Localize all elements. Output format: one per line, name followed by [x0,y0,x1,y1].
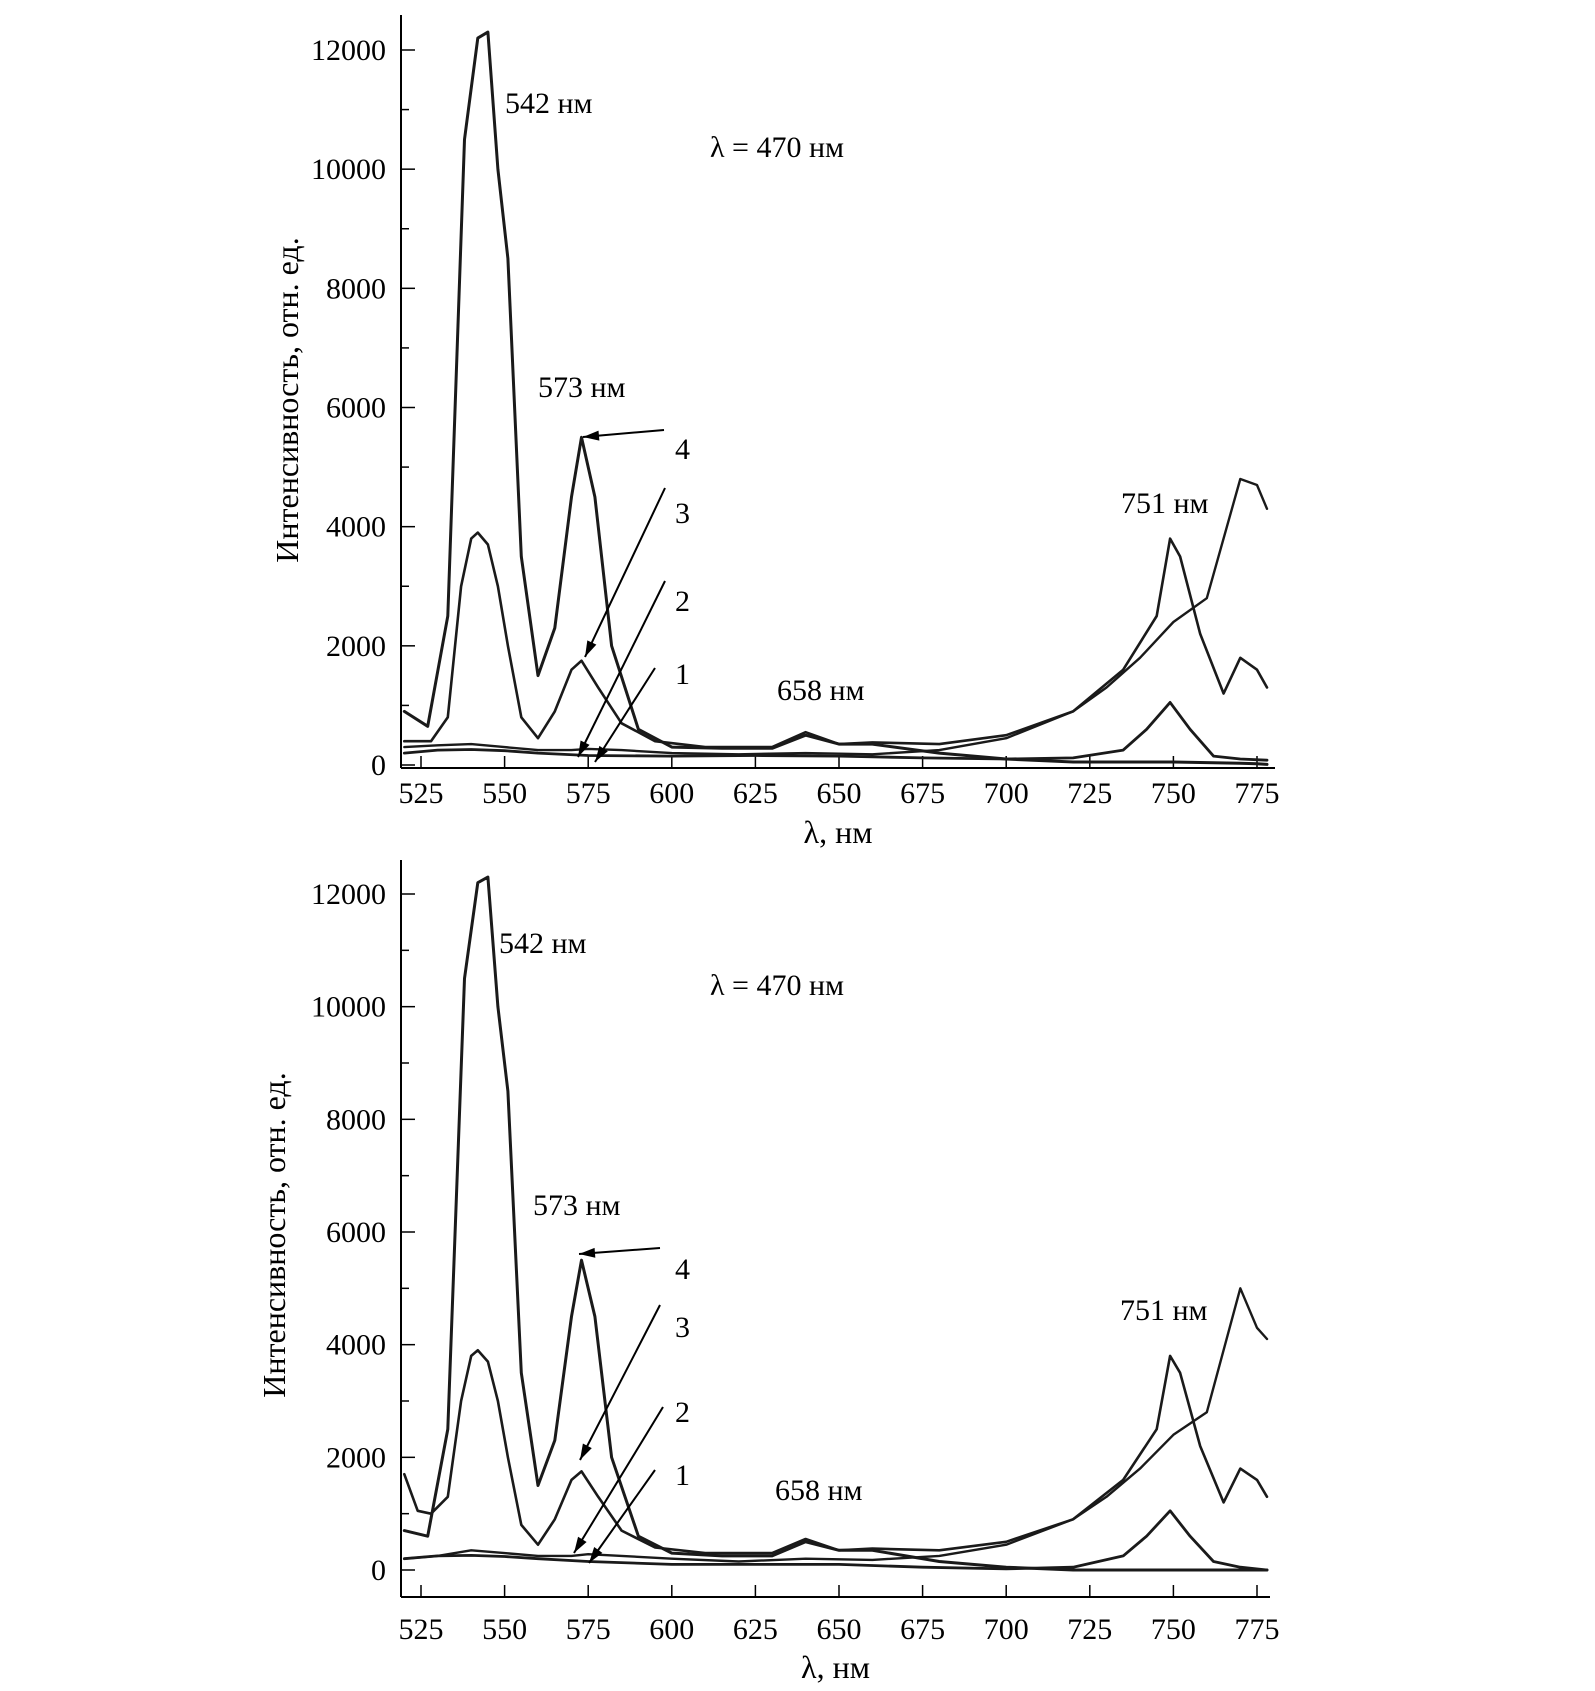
x-tick-label: 725 [1067,777,1112,810]
chart-panel-top: 0 2000 4000 6000 8000 10000 12000 525 550 575 600 6… [269,15,1280,850]
curve-pointer-line [577,580,666,758]
arrowhead-icon [574,1536,587,1553]
x-axis-title: λ, нм [801,1649,870,1685]
x-tick-label: 575 [566,1613,611,1646]
series-1-line [402,701,1269,762]
y-tick-label: 2000 [326,1441,386,1474]
annotation-label: λ = 470 нм [710,969,844,1002]
x-axis-title: λ, нм [804,814,873,850]
curve-pointer-line [573,1406,664,1554]
curve-number-label: 4 [675,1253,690,1286]
arrowhead-icon [578,740,590,757]
annotation-label: λ = 470 нм [710,131,844,164]
annotation-label: 751 нм [1120,1294,1208,1327]
annotation-label: 573 нм [533,1189,621,1222]
curve-number-label: 2 [675,1396,690,1429]
x-tick-label: 700 [984,777,1029,810]
arrowhead-icon [595,745,608,762]
x-tick-label: 575 [566,777,611,810]
curve-pointer-line [588,1469,656,1564]
x-tick-label: 525 [399,1613,444,1646]
x-tick-label: 550 [482,777,527,810]
x-tick-label: 625 [733,777,778,810]
x-tick-label: 725 [1067,1613,1112,1646]
curve-pointer-line [594,667,656,763]
y-tick-label: 6000 [326,392,386,425]
chart-panel-bottom: 0 2000 4000 6000 8000 10000 12000 525 550 575 600 6… [256,860,1280,1685]
annotation-label: 542 нм [499,927,587,960]
y-tick-label: 8000 [326,1103,386,1136]
series-4-line [402,30,1269,766]
series-3-line [403,1349,1269,1555]
x-tick-label: 750 [1151,1613,1196,1646]
x-tick-label: 775 [1235,1613,1280,1646]
y-tick-label: 10000 [311,153,386,186]
y-axis-title: Интенсивность, отн. ед. [256,1072,292,1397]
y-tick-label: 0 [371,1554,386,1587]
arrowhead-icon [589,1547,603,1563]
y-tick-label: 12000 [311,878,386,911]
arrowhead-icon [585,640,597,657]
x-tick-label: 600 [649,777,694,810]
curve-number-label: 1 [675,1459,690,1492]
x-tick-label: 700 [984,1613,1029,1646]
x-tick-label: 550 [482,1613,527,1646]
curve-number-label: 1 [675,658,690,691]
y-tick-label: 10000 [311,991,386,1024]
series-1-line [402,1509,1269,1572]
y-tick-label: 12000 [311,34,386,67]
annotation-label: 658 нм [775,1474,863,1507]
annotation-label: 542 нм [505,87,593,120]
curve-pointer-line [579,1304,661,1461]
series-3-line [403,531,1269,749]
series-2-line [403,477,1269,756]
series-2-line [403,1287,1269,1563]
y-tick-label: 6000 [326,1216,386,1249]
series-4-line [402,875,1269,1572]
x-tick-label: 775 [1235,777,1280,810]
y-tick-label: 4000 [326,511,386,544]
annotation-label: 751 нм [1121,487,1209,520]
x-tick-label: 650 [817,777,862,810]
x-tick-label: 675 [900,777,945,810]
annotation-label: 658 нм [777,674,865,707]
curve-number-label: 3 [675,497,690,530]
x-tick-label: 650 [817,1613,862,1646]
x-tick-label: 750 [1151,777,1196,810]
annotation-label: 573 нм [538,371,626,404]
y-axis-title: Интенсивность, отн. ед. [269,237,305,562]
curve-number-label: 4 [675,433,690,466]
arrowhead-icon [580,1443,592,1460]
curve-number-label: 3 [675,1311,690,1344]
y-tick-label: 4000 [326,1329,386,1362]
y-tick-label: 2000 [326,630,386,663]
x-tick-label: 675 [900,1613,945,1646]
x-tick-label: 625 [733,1613,778,1646]
arrowhead-icon [579,1247,596,1258]
curve-number-label: 2 [675,585,690,618]
curve-pointer-line [584,487,666,658]
y-tick-label: 0 [371,749,386,782]
x-tick-label: 525 [399,777,444,810]
arrowhead-icon [583,430,600,441]
y-tick-label: 8000 [326,272,386,305]
x-tick-label: 600 [649,1613,694,1646]
